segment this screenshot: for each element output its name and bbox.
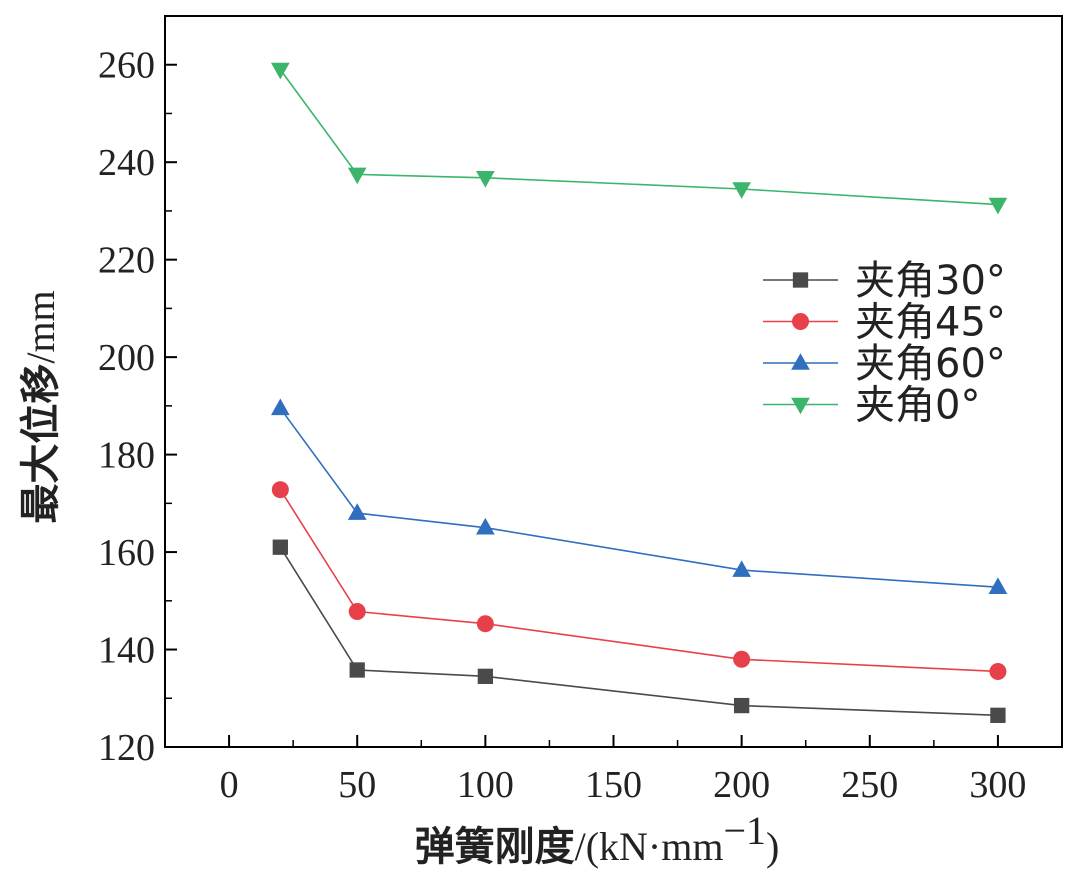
legend-item: 夹角45° xyxy=(763,300,1006,346)
y-axis-title: 最大位移/mm xyxy=(18,290,64,523)
data-point xyxy=(347,167,367,185)
y-axis-title-main: 最大位移 xyxy=(18,364,64,524)
series-3 xyxy=(270,398,1008,594)
x-tick-label: 300 xyxy=(969,764,1026,806)
data-point xyxy=(990,707,1006,723)
legend-item: 夹角30° xyxy=(763,258,1006,304)
legend-label: 夹角30° xyxy=(855,258,1006,304)
data-point xyxy=(476,170,495,188)
data-point xyxy=(733,697,750,714)
legend-marker xyxy=(792,313,809,330)
y-tick-label: 180 xyxy=(98,435,155,477)
y-tick-label: 160 xyxy=(98,532,155,574)
x-tick-label: 0 xyxy=(220,764,239,806)
series-2 xyxy=(271,481,1007,680)
series-4 xyxy=(270,62,1008,215)
x-axis-title-sup: −1 xyxy=(723,808,766,853)
x-tick-label: 150 xyxy=(585,764,642,806)
y-tick-label: 120 xyxy=(98,727,155,769)
y-tick-label: 220 xyxy=(98,240,155,282)
data-point xyxy=(733,650,751,668)
x-tick-label: 100 xyxy=(457,764,514,806)
legend-marker xyxy=(792,272,809,288)
x-axis-title-close: ) xyxy=(766,824,779,869)
x-axis-title-unit: /(kN·mm xyxy=(575,824,724,869)
series-1 xyxy=(272,539,1006,723)
x-axis-title-main: 弹簧刚度 xyxy=(415,824,575,870)
y-tick-label: 260 xyxy=(98,45,155,87)
x-tick-label: 250 xyxy=(841,764,898,806)
data-point xyxy=(272,539,288,555)
y-tick-label: 200 xyxy=(98,337,155,379)
series-layer xyxy=(270,62,1008,723)
x-tick-label: 200 xyxy=(713,764,770,806)
data-point xyxy=(271,481,289,499)
y-tick-label: 140 xyxy=(98,630,155,672)
data-point xyxy=(732,560,751,577)
x-tick-label: 50 xyxy=(338,764,376,806)
legend-label: 夹角0° xyxy=(855,383,980,429)
data-point xyxy=(347,503,367,520)
legend-label: 夹角60° xyxy=(855,341,1006,387)
legend-item: 夹角0° xyxy=(763,383,980,429)
series-line xyxy=(279,546,998,717)
y-axis-title-unit: /mm xyxy=(18,290,63,363)
axis-tick-labels: 0 50 100 150 200 250 300 120 140 160 180 200 220 240 2… xyxy=(98,45,1026,806)
data-point xyxy=(988,197,1008,215)
data-point xyxy=(270,62,290,80)
legend-marker xyxy=(791,397,810,415)
legend-label: 夹角45° xyxy=(855,300,1006,346)
x-axis-title: 弹簧刚度/(kN·mm−1) xyxy=(415,808,780,870)
legend-marker xyxy=(791,353,810,370)
y-tick-label: 240 xyxy=(98,142,155,184)
legend: 夹角30°夹角45°夹角60°夹角0° xyxy=(763,258,1006,429)
series-line xyxy=(279,407,998,588)
data-point xyxy=(988,577,1008,594)
series-line xyxy=(279,69,998,206)
data-point xyxy=(989,662,1007,680)
data-point xyxy=(476,615,494,633)
data-point xyxy=(732,182,751,199)
legend-item: 夹角60° xyxy=(763,341,1006,387)
data-point xyxy=(270,398,290,416)
data-point xyxy=(348,603,366,621)
data-point xyxy=(477,668,494,684)
axis-ticks xyxy=(165,15,999,748)
data-point xyxy=(349,662,365,678)
data-point xyxy=(476,517,495,535)
